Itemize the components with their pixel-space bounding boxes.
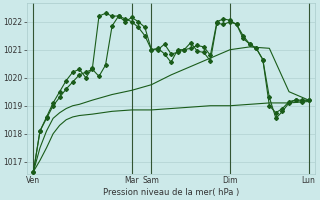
X-axis label: Pression niveau de la mer( hPa ): Pression niveau de la mer( hPa ) [103,188,239,197]
